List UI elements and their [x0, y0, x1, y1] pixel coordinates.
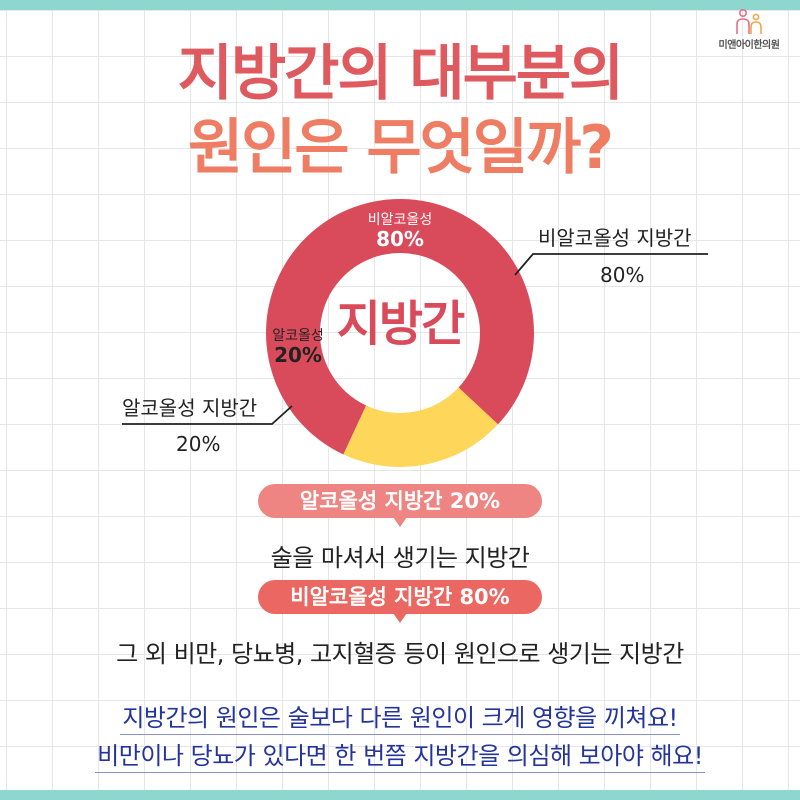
callout-line-nonalcoholic — [514, 253, 708, 276]
callout-value-alcoholic: 20% — [176, 432, 221, 456]
slice-name: 비알코올성 — [367, 212, 433, 228]
title-line-1: 지방간의 대부분의 — [177, 39, 625, 109]
callout-label-alcoholic: 알코올성 지방간 — [122, 396, 258, 420]
callout-line-alcoholic — [122, 405, 293, 425]
pill-text: 알코올성 지방간 20% — [299, 489, 501, 513]
clinic-logo: 미앤아이한의원 — [714, 8, 784, 51]
slice-name: 알코올성 — [272, 328, 324, 344]
slice-value: 20% — [274, 343, 322, 368]
pill-text: 비알코올성 지방간 80% — [290, 585, 510, 609]
slice-value: 80% — [376, 227, 424, 252]
callout-value-nonalcoholic: 80% — [600, 263, 645, 287]
family-icon — [736, 8, 762, 34]
donut-center-label: 지방간 — [336, 296, 465, 352]
summary-line-2: 비만이나 당뇨가 있다면 한 번쯤 지방간을 의심해 보아야 해요! — [0, 736, 800, 773]
info-pill-nonalcoholic: 비알코올성 지방간 80% — [258, 580, 542, 623]
donut-slice-alcoholic — [343, 387, 499, 467]
logo-text: 미앤아이한의원 — [718, 40, 780, 51]
slice-label-nonalcoholic: 비알코올성 80% — [340, 212, 460, 251]
title-line-2: 원인은 무엇일까? — [187, 113, 614, 183]
bottom-band — [0, 790, 800, 800]
info-pill-alcoholic: 알코올성 지방간 20% — [258, 484, 542, 527]
info-desc-nonalcoholic: 그 외 비만, 당뇨병, 고지혈증 등이 원인으로 생기는 지방간 — [116, 640, 684, 668]
callout-label-nonalcoholic: 비알코올성 지방간 — [538, 226, 692, 250]
summary-line-1: 지방간의 원인은 술보다 다른 원인이 크게 영향을 끼쳐요! — [0, 698, 800, 735]
top-band — [0, 0, 800, 10]
slice-label-alcoholic: 알코올성 20% — [258, 328, 338, 367]
donut-slice-nonalcoholic — [266, 199, 534, 455]
info-desc-alcoholic: 술을 마셔서 생기는 지방간 — [270, 544, 530, 572]
